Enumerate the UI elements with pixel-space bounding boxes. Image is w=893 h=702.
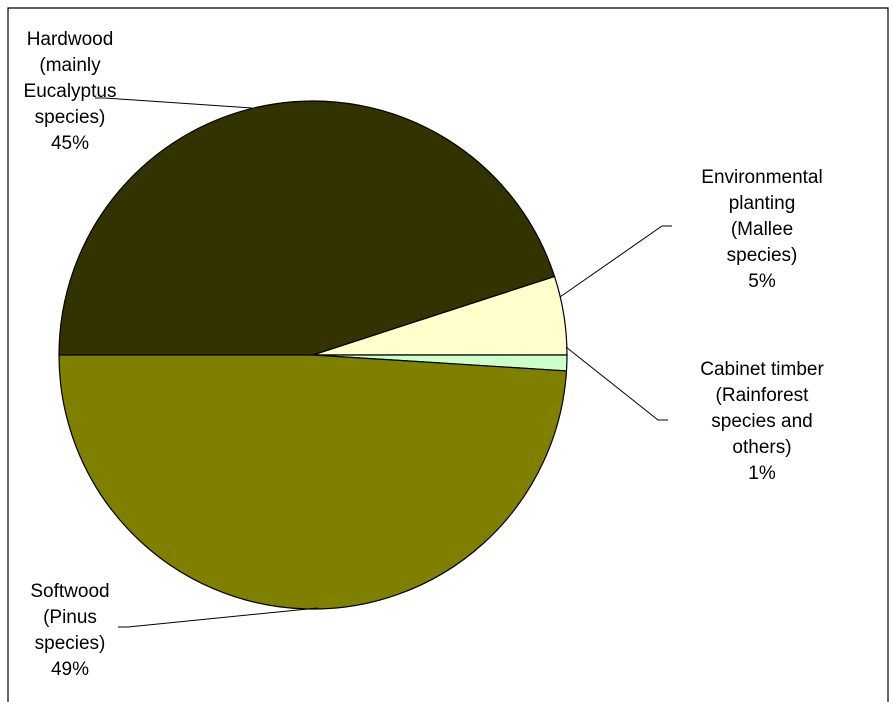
slice-label-2-line-3: others)	[732, 437, 791, 458]
slice-label-2-line-2: species and	[711, 411, 812, 432]
slice-label-1-line-4: 5%	[748, 271, 776, 292]
pie-slice-3	[58, 354, 568, 610]
slice-label-0: Hardwood (mainly Eucalyptus species) 45%	[24, 29, 117, 154]
leader-line-3	[118, 607, 319, 628]
leader-line-0	[95, 97, 253, 109]
leader-lines	[95, 97, 672, 628]
pie-slice-0	[58, 100, 556, 356]
slice-label-3-line-3: 49%	[51, 659, 89, 680]
slice-label-1-line-2: (Mallee	[731, 219, 793, 240]
slice-label-0-line-1: (mainly	[39, 55, 101, 76]
slice-label-3-line-0: Softwood	[30, 581, 109, 602]
slice-label-1-line-0: Environmental	[701, 167, 822, 188]
slice-label-2: Cabinet timber (Rainforest species and othe…	[700, 359, 824, 484]
slice-label-0-line-3: species)	[35, 107, 106, 128]
slice-label-2-line-1: (Rainforest	[716, 385, 810, 406]
slice-label-0-line-2: Eucalyptus	[24, 81, 117, 102]
slice-label-3-line-1: (Pinus	[43, 607, 97, 628]
leader-line-1	[559, 225, 672, 298]
slice-label-1-line-3: species)	[727, 245, 798, 266]
slice-labels: Hardwood (mainly Eucalyptus species) 45% Envi…	[24, 29, 825, 680]
slice-label-3-line-2: species)	[35, 633, 106, 654]
slice-label-1-line-1: planting	[729, 193, 796, 214]
slice-label-0-line-0: Hardwood	[27, 29, 114, 50]
chart-border	[7, 7, 889, 702]
pie-slices	[58, 100, 568, 610]
slice-label-1: Environmental planting (Mallee species) 5%	[701, 167, 822, 292]
slice-label-2-line-0: Cabinet timber	[700, 359, 824, 380]
slice-label-0-line-4: 45%	[51, 133, 89, 154]
slice-label-2-line-4: 1%	[748, 463, 776, 484]
leader-line-2	[565, 346, 668, 421]
slice-label-3: Softwood (Pinus species) 49%	[30, 581, 109, 680]
